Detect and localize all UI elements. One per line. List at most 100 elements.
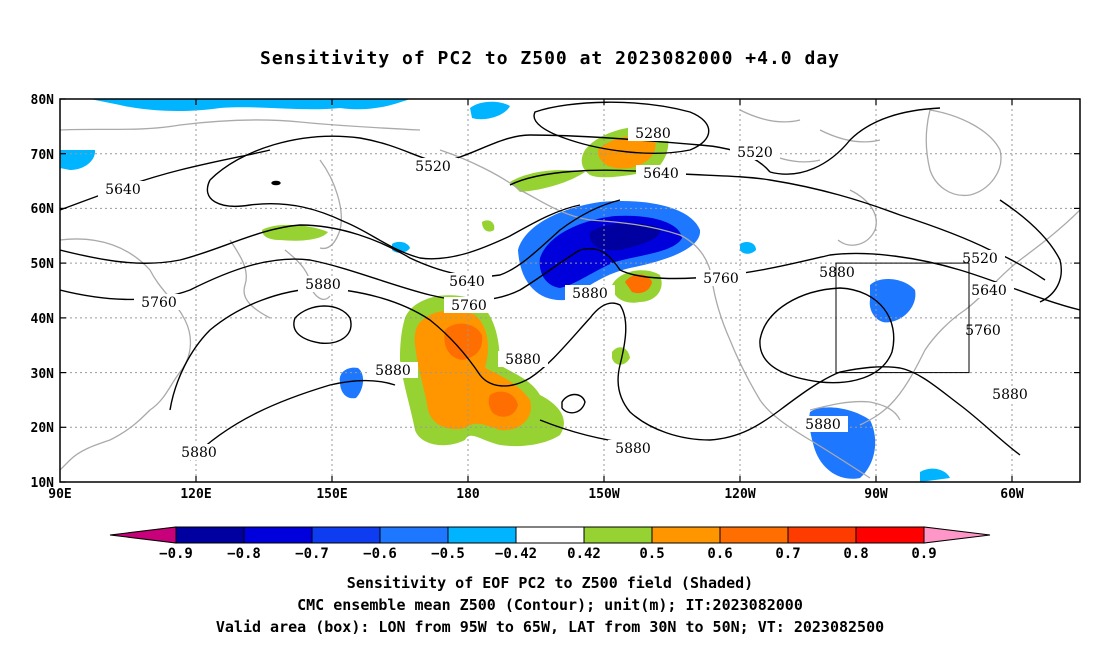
caption-line-3: Valid area (box): LON from 95W to 65W, L… (215, 618, 885, 636)
colorbar-label: −0.5 (431, 546, 465, 562)
contour-label: 5880 (298, 276, 348, 293)
svg-text:5640: 5640 (105, 182, 141, 198)
contour-label: 5880 (608, 440, 658, 457)
negative-patch-arctic-w (60, 150, 96, 170)
positive-patch-ne-pacific-core (625, 274, 652, 294)
colorbar-label: −0.9 (159, 546, 193, 562)
svg-text:5640: 5640 (449, 274, 485, 290)
lat-label: 50N (31, 257, 55, 272)
contour-label: 5640 (98, 181, 148, 198)
svg-text:5760: 5760 (703, 271, 739, 287)
svg-text:5880: 5880 (992, 387, 1028, 403)
contour-label: 5880 (798, 416, 848, 433)
lon-label: 120E (180, 487, 211, 502)
coastline-north-america-east (859, 209, 1080, 426)
contour-label: 5520 (408, 158, 458, 175)
contour-5640-b (60, 199, 621, 278)
lat-label: 70N (31, 148, 55, 163)
svg-text:5760: 5760 (451, 298, 487, 314)
contour-label: 5280 (628, 125, 678, 142)
negative-patch-arctic-ne (470, 101, 510, 120)
svg-text:5880: 5880 (305, 277, 341, 293)
svg-text:5640: 5640 (643, 166, 679, 182)
svg-text:5880: 5880 (805, 417, 841, 433)
lon-label: 120W (724, 487, 755, 502)
svg-text:5880: 5880 (375, 363, 411, 379)
svg-text:5280: 5280 (635, 126, 671, 142)
lat-label: 30N (31, 367, 55, 382)
negative-patch-caribbean (920, 468, 950, 482)
contour-label: 5760 (134, 294, 184, 311)
contour-small-low (271, 180, 281, 186)
contour-label: 5760 (958, 322, 1008, 339)
svg-text:5520: 5520 (737, 145, 773, 161)
svg-text:5520: 5520 (415, 159, 451, 175)
colorbar-low-extend (109, 526, 177, 544)
colorbar-label: 0.9 (911, 546, 936, 562)
lon-label: 150E (316, 487, 347, 502)
lon-label: 90W (864, 487, 888, 502)
caption-line-2: CMC ensemble mean Z500 (Contour); unit(m… (297, 596, 803, 614)
contour-5760-b (999, 199, 1062, 303)
colorbar-swatch (243, 526, 313, 544)
negative-patch-arctic-n (90, 99, 410, 112)
coastline-asia (60, 238, 192, 471)
contour-label: 5880 (174, 444, 224, 461)
colorbar-high-extend (923, 526, 991, 544)
coastline-siberia (60, 119, 421, 131)
positive-patch-small-1 (482, 220, 495, 232)
valid-area-box (835, 262, 970, 374)
map-panel: 5280 5520 5520 5520 5640 5640 5640 5640 … (31, 93, 1081, 502)
negative-patch-small-east (740, 242, 756, 254)
caption-line-1: Sensitivity of EOF PC2 to Z500 field (Sh… (346, 574, 754, 592)
lon-label: 60W (1000, 487, 1024, 502)
tick-marks (60, 98, 1080, 483)
svg-text:5880: 5880 (615, 441, 651, 457)
contour-label: 5880 (565, 285, 615, 302)
positive-patch-arctic-green-strip (510, 170, 585, 192)
colorbar-swatch (787, 526, 857, 544)
lat-label: 40N (31, 312, 55, 327)
svg-text:5760: 5760 (965, 323, 1001, 339)
colorbar-swatch (379, 526, 449, 544)
map-title: Sensitivity of PC2 to Z500 at 2023082000… (259, 48, 840, 69)
svg-text:5880: 5880 (819, 265, 855, 281)
colorbar-swatch (583, 526, 653, 544)
lat-label: 80N (31, 93, 55, 108)
negative-patch-east-us (869, 278, 916, 323)
coastline-gulf (809, 400, 901, 421)
colorbar-swatch (855, 526, 925, 544)
contour-label: 5760 (444, 297, 494, 314)
negative-patch-west-pacific (339, 367, 364, 399)
contour-label: 5880 (812, 264, 862, 281)
figure-caption: Sensitivity of EOF PC2 to Z500 field (Sh… (0, 572, 1100, 638)
svg-text:5880: 5880 (181, 445, 217, 461)
positive-patch-small-2 (612, 347, 630, 365)
coastline-alaska (439, 149, 713, 281)
contour-label: 5880 (368, 362, 418, 379)
latitude-labels: 80N 70N 60N 50N 40N 30N 20N 10N (31, 93, 55, 491)
coastline-greenland (925, 109, 1002, 197)
svg-text:5880: 5880 (572, 286, 608, 302)
contour-label: 5760 (696, 270, 746, 287)
colorbar-label: 0.6 (707, 546, 732, 562)
svg-text:5880: 5880 (505, 352, 541, 368)
z500-contours (60, 101, 1080, 461)
positive-patch-central-pacific-red (444, 323, 518, 417)
lon-label: 180 (456, 487, 480, 502)
coastline-hudson (837, 189, 877, 246)
contour-5760-a (60, 248, 1080, 311)
contour-labels: 5280 5520 5520 5520 5640 5640 5640 5640 … (98, 125, 1035, 461)
contour-5880-loop-wp (293, 305, 352, 344)
colorbar-label: −0.42 (495, 546, 537, 562)
contour-5280 (533, 101, 710, 154)
contour-5640-a (60, 149, 1046, 281)
colorbar-swatch (515, 526, 585, 544)
coastlines (60, 109, 1080, 479)
lon-label: 90E (48, 487, 71, 502)
map-frame (59, 98, 1081, 483)
contour-label: 5520 (955, 250, 1005, 267)
contour-label: 5640 (636, 165, 686, 182)
colorbar-swatch (311, 526, 381, 544)
